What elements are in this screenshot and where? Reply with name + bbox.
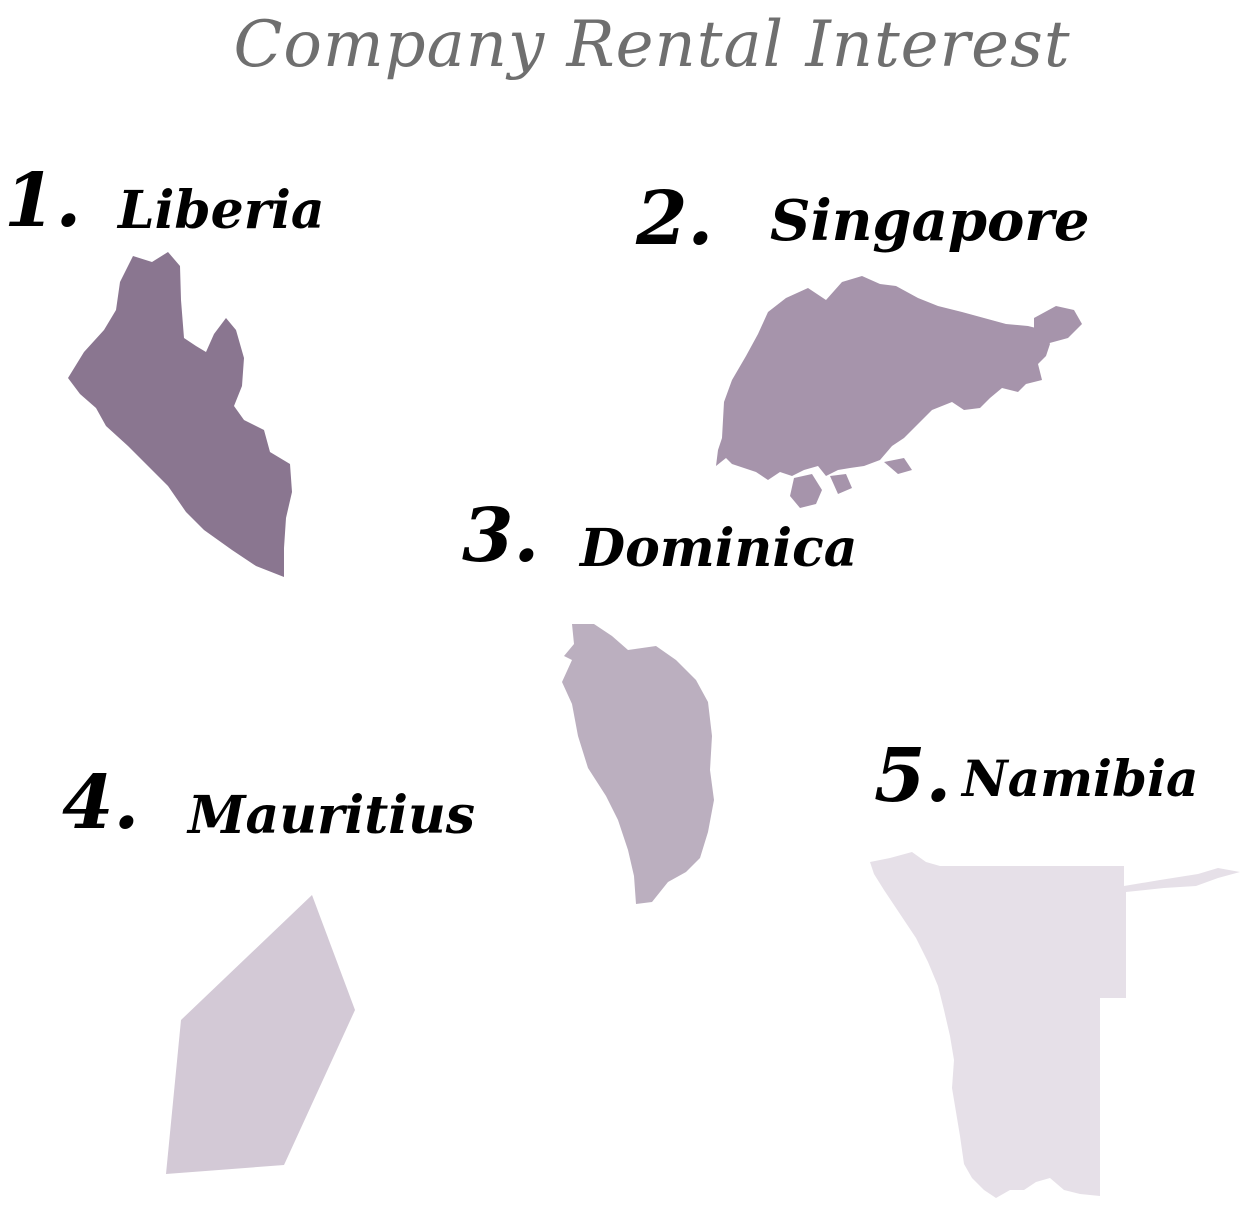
country-name-singapore: Singapore bbox=[770, 188, 1090, 254]
rank-label-5: 5. bbox=[874, 733, 951, 819]
entry-dominica: 3. Dominica bbox=[462, 493, 857, 904]
singapore-map-shape bbox=[716, 276, 1050, 480]
country-name-namibia: Namibia bbox=[960, 749, 1198, 808]
singapore-east-island bbox=[1034, 306, 1082, 344]
rank-label-4: 4. bbox=[62, 760, 139, 846]
entry-liberia: 1. Liberia bbox=[4, 158, 325, 577]
entry-singapore: 2. Singapore bbox=[635, 176, 1090, 508]
country-name-mauritius: Mauritius bbox=[186, 785, 475, 846]
entry-mauritius: 4. Mauritius bbox=[62, 760, 475, 1174]
entry-namibia: 5. Namibia bbox=[870, 733, 1240, 1198]
singapore-south-islands bbox=[790, 458, 912, 508]
namibia-map-shape bbox=[870, 852, 1240, 1198]
country-name-dominica: Dominica bbox=[578, 518, 857, 579]
page-title: Company Rental Interest bbox=[233, 8, 1070, 82]
dominica-map-shape bbox=[562, 624, 714, 904]
rank-label-3: 3. bbox=[462, 493, 539, 579]
mauritius-map-shape bbox=[166, 895, 355, 1174]
country-name-liberia: Liberia bbox=[116, 180, 325, 241]
rank-label-1: 1. bbox=[4, 158, 81, 244]
rank-label-2: 2. bbox=[635, 176, 713, 262]
liberia-map-shape bbox=[68, 252, 292, 577]
